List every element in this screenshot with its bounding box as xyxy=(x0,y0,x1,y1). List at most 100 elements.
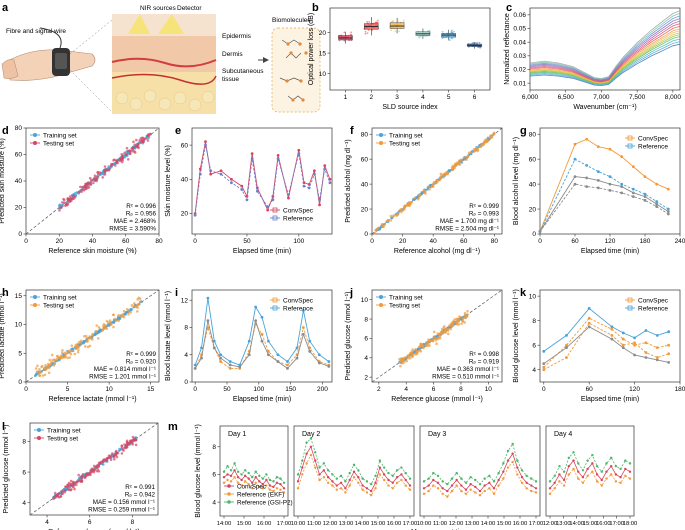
panel-a: a Fibre and signal wire NIR sources Dete… xyxy=(1,2,321,114)
test-point xyxy=(452,319,456,323)
series-point xyxy=(296,487,300,490)
test-point xyxy=(427,344,430,348)
series-point xyxy=(596,186,600,190)
test-point xyxy=(60,351,64,354)
series-point xyxy=(610,337,614,341)
test-point xyxy=(90,470,94,474)
series-point xyxy=(265,478,268,482)
x-tick-label: 8,000 xyxy=(665,94,682,101)
x-tick-label: 4 xyxy=(45,519,49,526)
spectrum-line xyxy=(529,30,681,84)
spectrum-line xyxy=(529,36,681,85)
test-point xyxy=(458,315,461,318)
test-point xyxy=(39,370,43,374)
panel-b: b 1 2 3 4 5 6 10 15 20 SLD source index Optical pow… xyxy=(308,2,491,111)
plot-frame xyxy=(25,289,160,383)
test-point xyxy=(110,323,113,326)
test-point xyxy=(60,492,63,495)
x-tick-label: 17:00 xyxy=(609,521,624,527)
test-point xyxy=(93,174,97,177)
series-point xyxy=(624,459,627,462)
box-point xyxy=(350,31,353,34)
series-point xyxy=(596,145,600,149)
x-tick-label: 13:00 xyxy=(556,521,571,527)
x-tick-label: 150 xyxy=(285,386,296,393)
test-point xyxy=(65,202,68,206)
series-point xyxy=(516,466,519,469)
series-point xyxy=(272,489,275,493)
panel-k: k 0 60 120 180 4 6 8 10 Elapsed time (min) Blood g… xyxy=(513,287,685,403)
test-point xyxy=(469,151,472,154)
test-point xyxy=(455,161,459,165)
y-tick-label: 40 xyxy=(15,178,23,185)
series-point xyxy=(497,478,500,482)
series-point xyxy=(382,466,386,469)
train-point xyxy=(101,462,104,466)
test-point xyxy=(83,476,87,480)
panel-letter-h: h xyxy=(2,287,9,299)
x-tick-label: 16:00 xyxy=(257,521,272,527)
series-point xyxy=(620,182,624,186)
x-tick-label: 0 xyxy=(193,386,197,393)
series-point xyxy=(520,476,524,479)
test-point xyxy=(101,459,105,463)
train-point xyxy=(124,311,128,314)
series-point xyxy=(492,492,496,496)
series-point xyxy=(605,462,608,465)
series-point xyxy=(488,487,491,490)
series-point xyxy=(609,456,613,460)
x-tick-label: 40 xyxy=(89,238,97,245)
series-point xyxy=(352,470,356,473)
series-point xyxy=(469,482,472,486)
series-point xyxy=(666,207,670,211)
test-point xyxy=(443,325,446,328)
series-point xyxy=(260,315,264,319)
series-point xyxy=(275,487,279,490)
x-tick-label: 14:00 xyxy=(217,521,232,527)
y-axis-label: Predicted glucose (mmol l⁻¹) xyxy=(3,425,10,514)
panel-letter-e: e xyxy=(175,125,181,137)
box-point xyxy=(450,37,453,40)
legend-marker xyxy=(227,484,231,488)
y-tick-label: 0 xyxy=(184,379,188,386)
x-tick-label: 60 xyxy=(571,238,579,245)
test-point xyxy=(64,485,67,489)
test-point xyxy=(95,465,98,469)
test-point xyxy=(439,172,443,176)
test-point xyxy=(465,315,469,318)
x-tick-label: 60 xyxy=(460,238,468,245)
series-point xyxy=(226,478,229,482)
series-point xyxy=(240,184,244,188)
test-point xyxy=(114,319,118,322)
y-tick-label: 40 xyxy=(361,181,369,188)
series-point xyxy=(562,484,566,487)
x-tick-label: 2 xyxy=(377,386,381,393)
y-tick-label: 6 xyxy=(532,342,536,349)
x-axis-label: Elapsed time (min) xyxy=(233,248,291,255)
series-point xyxy=(450,489,454,493)
series-point xyxy=(502,462,505,465)
test-point xyxy=(101,329,104,332)
series-point xyxy=(365,491,369,494)
series-point xyxy=(382,473,386,476)
series-point xyxy=(530,489,533,493)
test-point xyxy=(121,313,125,316)
series-point xyxy=(619,467,622,471)
spectrum-line xyxy=(529,18,681,81)
legend-label: Testing set xyxy=(43,140,74,147)
series-point xyxy=(553,487,556,490)
series-point xyxy=(520,469,524,472)
x-axis-label: Reference alcohol (mg dl⁻¹) xyxy=(394,248,480,255)
series-point xyxy=(600,478,603,482)
spectrum-line xyxy=(529,25,681,83)
series-point xyxy=(596,178,600,182)
series-point xyxy=(323,164,327,168)
series-point xyxy=(266,339,270,343)
series-point xyxy=(230,177,233,181)
stat-label: Rₚ = 0.920 xyxy=(126,359,157,366)
series-point xyxy=(450,477,454,480)
stat-label: MAE = 1.700 mg dl⁻¹ xyxy=(440,218,499,225)
x-tick-label: 13:00 xyxy=(465,521,480,527)
series-point xyxy=(587,321,591,325)
series-point xyxy=(520,481,524,484)
